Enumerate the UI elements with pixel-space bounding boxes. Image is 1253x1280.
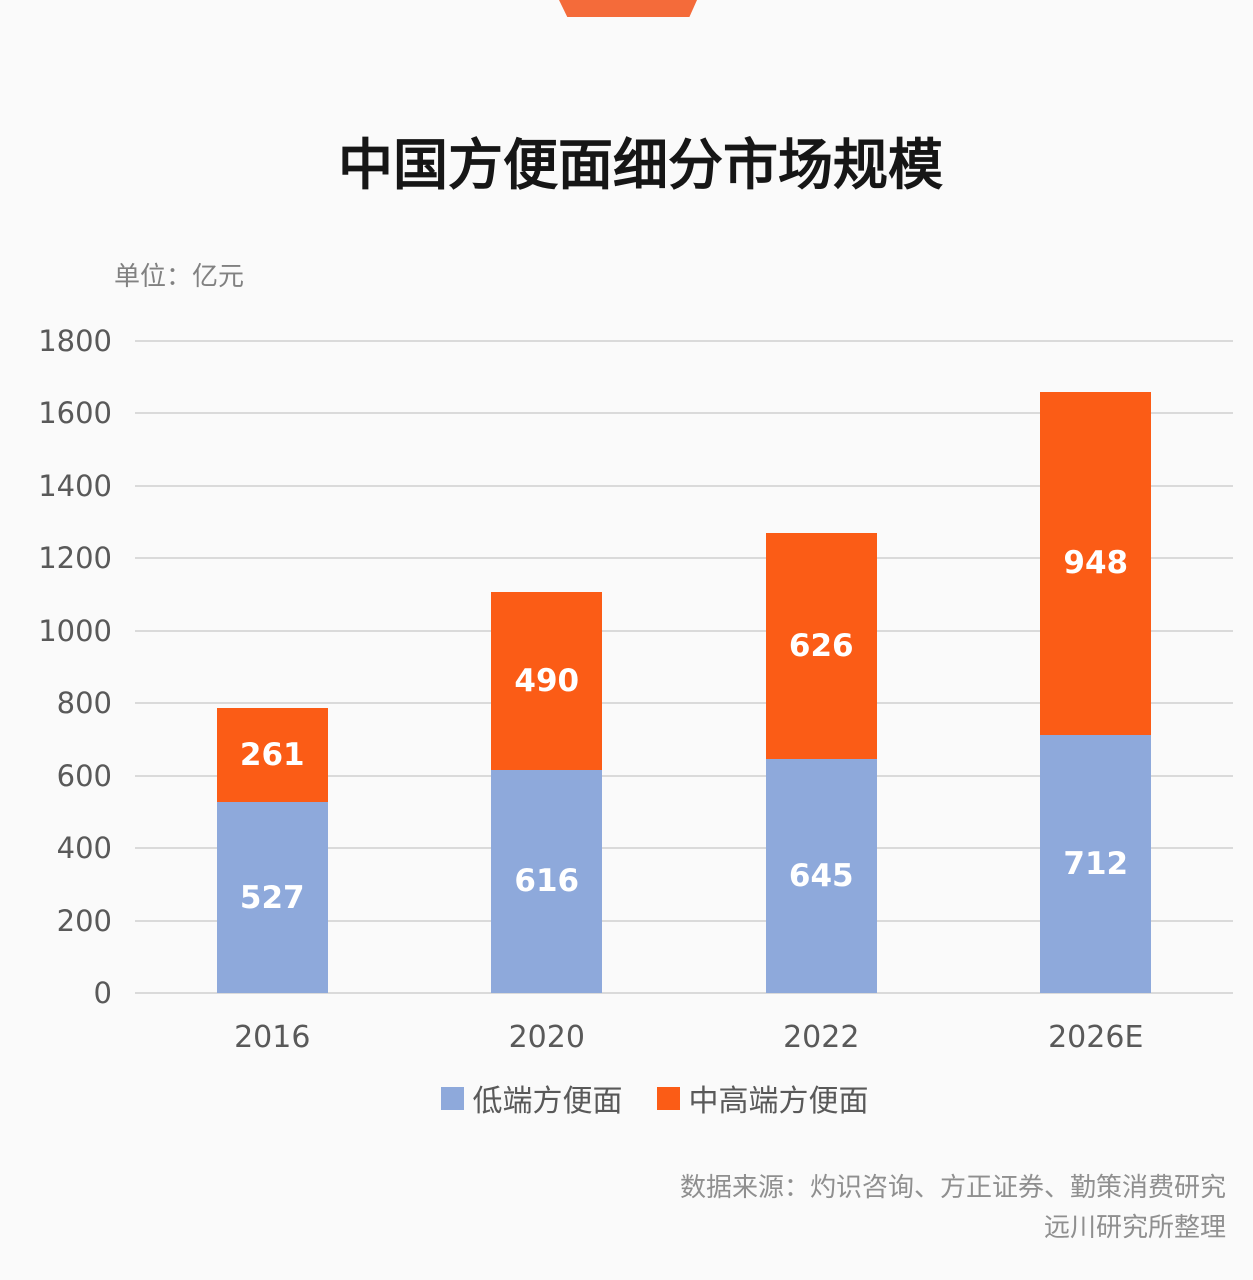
legend-item: 中高端方便面 bbox=[656, 1076, 869, 1120]
x-axis-category-label: 2016 bbox=[234, 1020, 311, 1055]
bar-segment-mid-high-end: 626 bbox=[765, 532, 877, 760]
source-note: 数据来源：灼识咨询、方正证券、勤策消费研究 远川研究所整理 bbox=[680, 1168, 1226, 1248]
gridline bbox=[135, 629, 1233, 632]
bar-value-label: 527 bbox=[239, 879, 305, 916]
unit-label: 单位：亿元 bbox=[114, 262, 245, 292]
bar-value-label: 490 bbox=[514, 663, 580, 700]
bar-segment-low-end: 527 bbox=[216, 802, 328, 993]
x-axis-category-label: 2022 bbox=[783, 1020, 860, 1055]
legend-swatch bbox=[656, 1086, 680, 1110]
y-axis-tick-label: 1600 bbox=[38, 396, 112, 431]
gridline bbox=[135, 412, 1233, 415]
bar-value-label: 712 bbox=[1063, 846, 1129, 883]
chart-title: 中国方便面细分市场规模 bbox=[337, 133, 943, 197]
legend-label: 低端方便面 bbox=[472, 1084, 623, 1119]
y-axis-tick-label: 800 bbox=[56, 686, 112, 721]
gridline bbox=[135, 702, 1233, 705]
gridline bbox=[135, 557, 1233, 560]
gridline bbox=[135, 992, 1233, 994]
gridline bbox=[135, 847, 1233, 850]
bar-segment-low-end: 616 bbox=[491, 769, 603, 993]
legend: 低端方便面 中高端方便面 bbox=[28, 1076, 1253, 1120]
y-axis-tick-label: 1400 bbox=[38, 468, 112, 503]
source-line-2: 远川研究所整理 bbox=[1043, 1213, 1226, 1243]
y-axis-tick-label: 400 bbox=[56, 831, 112, 866]
bar-value-label: 645 bbox=[788, 858, 854, 895]
y-axis-tick-label: 1000 bbox=[38, 613, 112, 648]
bar-value-label: 948 bbox=[1063, 545, 1129, 582]
header-accent-shape bbox=[559, 0, 697, 17]
bar-segment-mid-high-end: 948 bbox=[1040, 391, 1152, 736]
bar-value-label: 261 bbox=[239, 736, 305, 773]
x-axis-category-label: 2026E bbox=[1048, 1020, 1144, 1055]
legend-label: 中高端方便面 bbox=[688, 1084, 869, 1119]
y-axis-tick-label: 200 bbox=[56, 903, 112, 938]
y-axis-tick-label: 600 bbox=[56, 758, 112, 793]
x-axis-category-label: 2020 bbox=[508, 1020, 585, 1055]
bar-segment-low-end: 645 bbox=[765, 759, 877, 993]
bar-segment-mid-high-end: 261 bbox=[216, 707, 328, 803]
gridline bbox=[135, 774, 1233, 777]
legend-swatch bbox=[440, 1086, 464, 1110]
legend-item: 低端方便面 bbox=[440, 1076, 623, 1120]
source-line-1: 数据来源：灼识咨询、方正证券、勤策消费研究 bbox=[679, 1173, 1226, 1203]
bar-value-label: 626 bbox=[788, 627, 854, 664]
y-axis-tick-label: 1800 bbox=[38, 324, 112, 358]
bar-value-label: 616 bbox=[514, 863, 580, 900]
bar-segment-low-end: 712 bbox=[1040, 735, 1152, 993]
gridline bbox=[135, 340, 1233, 342]
gridline bbox=[135, 919, 1233, 922]
y-axis-tick-label: 0 bbox=[93, 976, 112, 1010]
gridline bbox=[135, 484, 1233, 487]
y-axis-tick-label: 1200 bbox=[38, 541, 112, 576]
bar-segment-mid-high-end: 490 bbox=[491, 592, 603, 770]
